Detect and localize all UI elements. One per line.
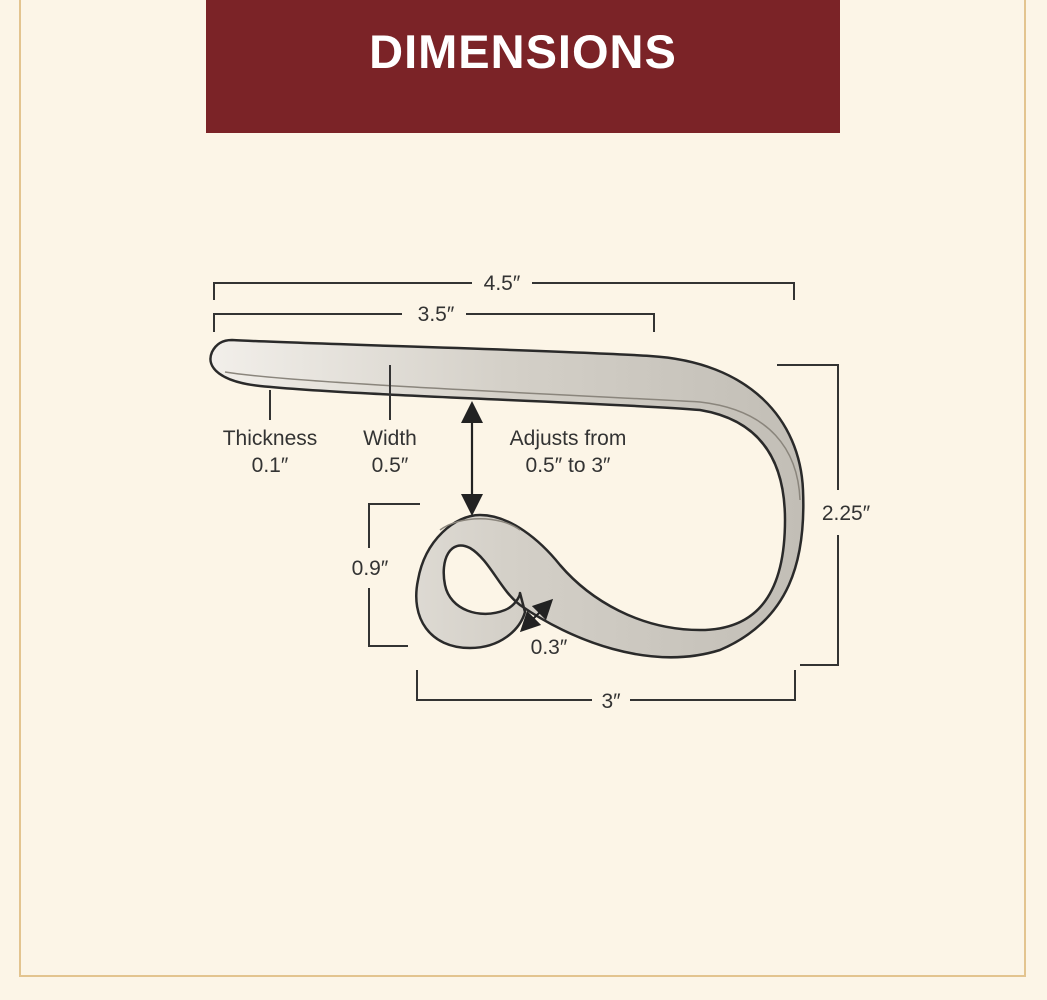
dim-curl-height (368, 503, 420, 647)
page-title: DIMENSIONS (369, 25, 677, 78)
dim-height (777, 364, 839, 666)
label-gap: 0.3″ (531, 636, 568, 659)
label-bottom-length: 3″ (601, 690, 621, 713)
page-frame (19, 0, 1026, 977)
label-curl-height: 0.9″ (352, 557, 389, 580)
title-banner: DIMENSIONS (206, 0, 840, 133)
label-top-length: 3.5″ (418, 303, 455, 326)
thickness-label: Thickness (223, 427, 318, 450)
label-height: 2.25″ (822, 502, 871, 525)
thickness-value: 0.1″ (252, 454, 289, 477)
dim-overall-length (213, 282, 795, 300)
gap-arrow (519, 598, 554, 633)
dim-bottom-length (416, 670, 796, 701)
width-value: 0.5″ (372, 454, 409, 477)
clip-shape (209, 338, 805, 659)
label-overall-length: 4.5″ (484, 272, 521, 295)
adjust-value: 0.5″ to 3″ (526, 454, 611, 477)
adjust-label: Adjusts from (510, 427, 627, 450)
width-label: Width (363, 427, 417, 450)
dim-top-length (213, 313, 655, 332)
